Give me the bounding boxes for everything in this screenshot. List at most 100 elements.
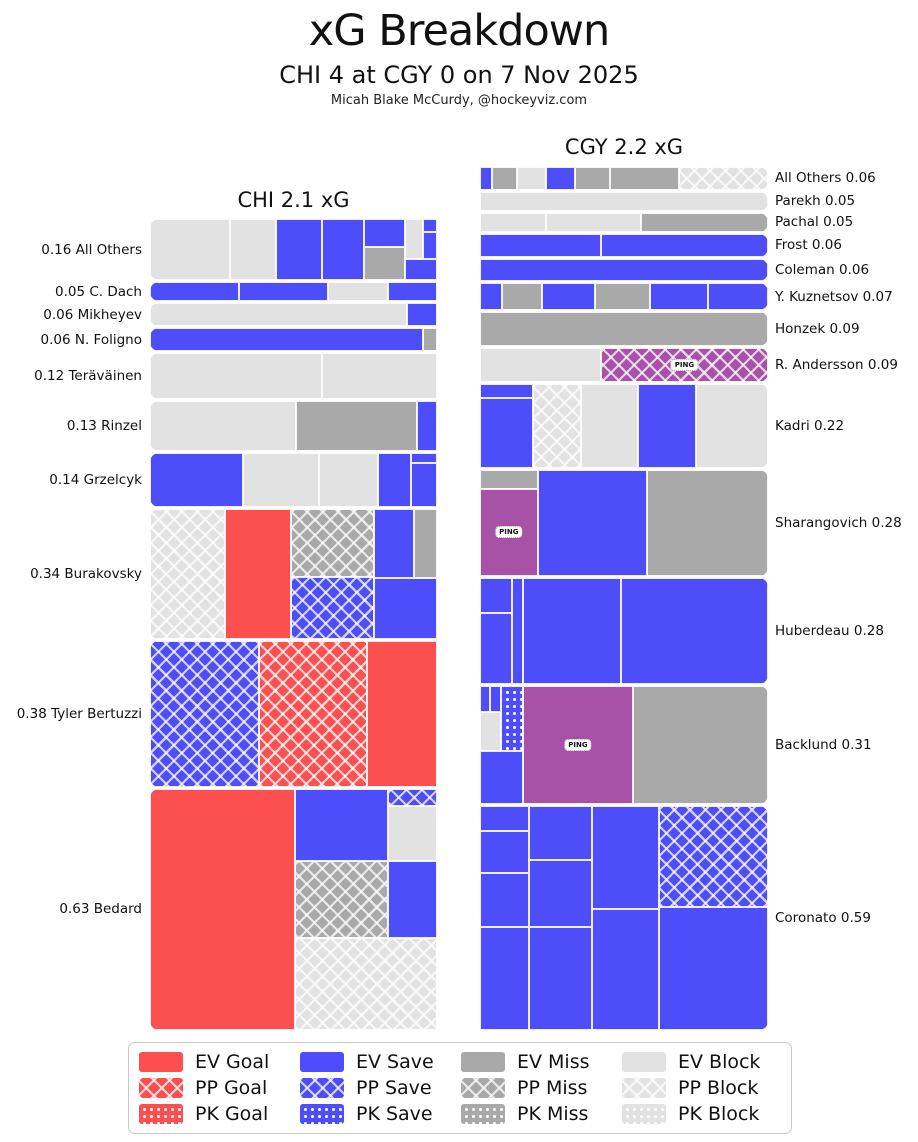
cell-ev-block [580, 384, 639, 468]
cgy-row-labels: All Others 0.06 Parekh 0.05 Pachal 0.05 Fro… [775, 167, 918, 1030]
cell-ev-block [480, 191, 768, 211]
cell-pp-block [533, 384, 581, 468]
cell-pp-save [388, 788, 437, 806]
cell-ev-save [480, 578, 512, 614]
cell-ev-save [322, 219, 364, 281]
cell-ev-save [528, 806, 593, 860]
mosaic-row-cgy: PING [480, 469, 768, 577]
cell-ev-block [388, 805, 437, 862]
legend-label: PP Miss [517, 1077, 588, 1099]
mosaic-row-cgy [480, 233, 768, 257]
cell-ev-save [592, 806, 659, 910]
cell-ev-save [416, 401, 437, 452]
row-label-chi: 0.63 Bedard [59, 901, 142, 918]
cell-ev-goal [366, 641, 437, 787]
page-title: xG Breakdown [308, 6, 610, 56]
cell-ev-save [528, 859, 593, 927]
cell-ev-save [480, 398, 534, 468]
legend-label: PK Block [678, 1103, 760, 1125]
legend-swatch-icon [461, 1104, 505, 1124]
cell-ev-save [405, 259, 437, 281]
row-label-chi: 0.38 Tyler Bertuzzi [16, 705, 142, 722]
row-label-cgy: All Others 0.06 [775, 170, 876, 187]
cell-ev-miss [595, 283, 650, 310]
cell-pp-save [658, 806, 768, 907]
cell-ev-save [480, 233, 601, 257]
row-label-cgy: Frost 0.06 [775, 237, 842, 254]
row-label-cgy: R. Andersson 0.09 [775, 357, 898, 374]
row-label-cgy: Pachal 0.05 [775, 214, 854, 231]
legend-item: PK Block [622, 1101, 783, 1127]
cgy-column-header: CGY 2.2 xG [564, 135, 684, 159]
cell-ev-miss [480, 469, 538, 489]
cell-ev-save [294, 788, 389, 862]
cell-pp-save [290, 576, 374, 640]
legend-swatch-icon [622, 1052, 666, 1072]
cell-ev-save [480, 806, 529, 831]
row-label-chi: 0.12 Teräväinen [34, 368, 142, 385]
legend-item: PP Miss [461, 1075, 622, 1101]
cell-ev-save [480, 283, 502, 310]
legend-item: PP Block [622, 1075, 783, 1101]
cell-ev-save [363, 219, 406, 248]
cell-ev-save [373, 508, 415, 578]
legend: EV Goal EV Save EV Miss EV Block PP Goal PP S… [128, 1042, 792, 1134]
cell-pp-block [294, 938, 437, 1030]
legend-swatch-icon [300, 1052, 344, 1072]
row-label-cgy: Kadri 0.22 [775, 417, 845, 434]
legend-item: EV Block [622, 1049, 783, 1075]
legend-item: PP Save [300, 1075, 461, 1101]
cell-ev-block [243, 453, 320, 507]
cell-pk-save [501, 686, 524, 752]
legend-swatch-icon [461, 1052, 505, 1072]
cell-pp-ping: PING [600, 348, 768, 383]
cell-ev-block [230, 219, 277, 281]
cell-ev-block [405, 219, 423, 260]
legend-item: PK Miss [461, 1101, 622, 1127]
cell-ev-save [480, 167, 492, 190]
cell-ev-save [649, 283, 708, 310]
cell-ev-goal [150, 788, 295, 1030]
row-label-cgy: Honzek 0.09 [775, 320, 860, 337]
cell-ev-save [150, 282, 239, 302]
mosaic-row-cgy [480, 384, 768, 468]
legend-swatch-icon [139, 1104, 183, 1124]
cell-ev-save [541, 283, 596, 310]
cell-ev-miss [501, 283, 542, 310]
legend-swatch-icon [622, 1104, 666, 1124]
legend-item: PK Goal [139, 1101, 300, 1127]
legend-label: PK Save [356, 1103, 433, 1125]
cell-ev-save [480, 830, 529, 874]
cell-ev-block [480, 212, 547, 232]
ping-badge: PING [495, 526, 523, 539]
cell-ev-save [480, 686, 491, 713]
cell-ev-save [373, 577, 437, 640]
cell-ev-block [150, 353, 323, 400]
cell-ev-block [696, 384, 768, 468]
legend-swatch-icon [622, 1078, 666, 1098]
cell-pp-miss [294, 861, 389, 939]
cell-ev-save [592, 909, 659, 1030]
legend-item: EV Goal [139, 1049, 300, 1075]
row-label-cgy: Huberdeau 0.28 [775, 623, 884, 640]
cell-ev-ping: PING [523, 686, 633, 804]
cell-ev-miss [296, 401, 417, 452]
cell-ev-save [480, 751, 524, 804]
row-label-cgy: Backlund 0.31 [775, 737, 872, 754]
legend-grid: EV Goal EV Save EV Miss EV Block PP Goal PP S… [139, 1049, 783, 1127]
legend-label: EV Save [356, 1051, 434, 1073]
cell-ev-save [422, 232, 437, 260]
cell-pp-save [150, 641, 260, 787]
mosaic-row-cgy: PING [480, 686, 768, 804]
chi-row-labels: 0.16 All Others 0.05 C. Dach 0.06 Mikheyev… [0, 219, 142, 1030]
legend-label: EV Block [678, 1051, 761, 1073]
cell-ev-block [327, 282, 389, 302]
row-label-cgy: Coronato 0.59 [775, 910, 871, 926]
cell-ev-save [406, 303, 437, 327]
cell-ev-save [600, 233, 768, 257]
row-label-chi: 0.06 N. Foligno [40, 331, 142, 348]
row-label-chi: 0.34 Burakovsky [30, 565, 142, 582]
cgy-mosaic: PING PING PING [480, 167, 768, 1030]
legend-label: PK Miss [517, 1103, 589, 1125]
